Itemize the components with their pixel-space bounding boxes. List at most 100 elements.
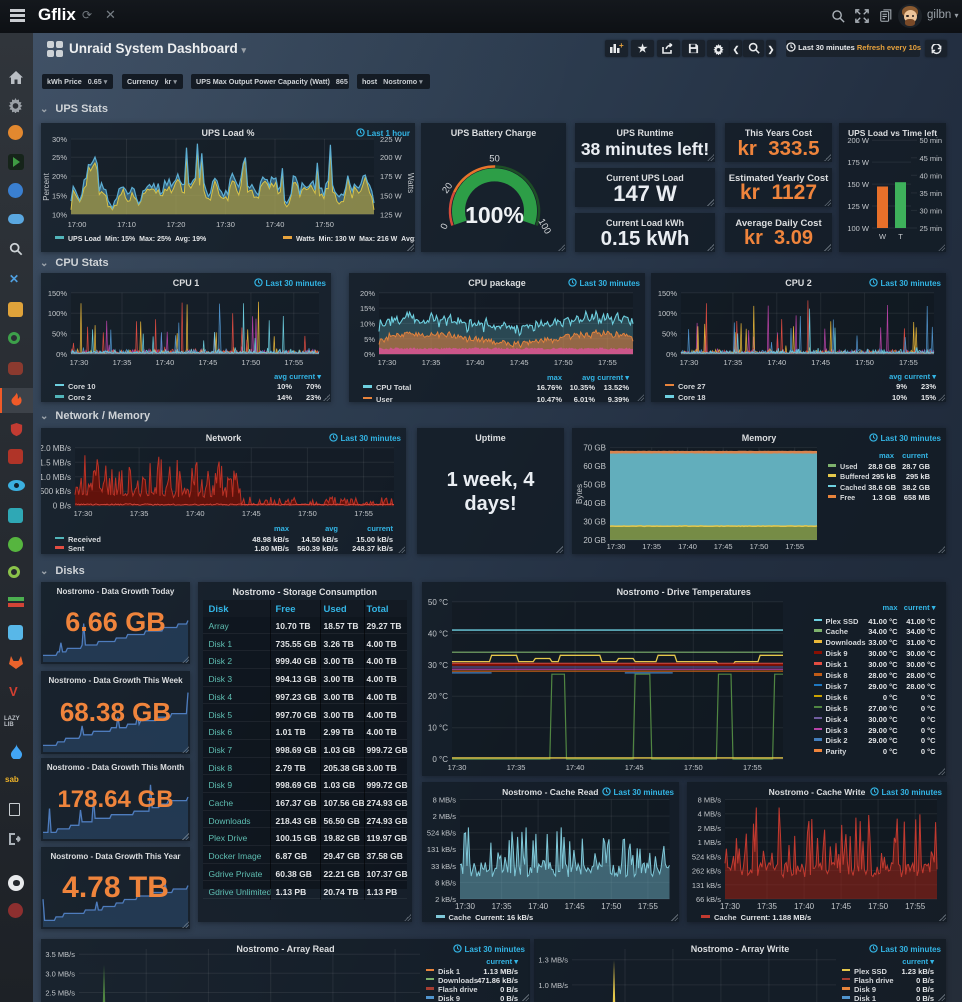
svg-text:3.0 MB/s: 3.0 MB/s	[45, 969, 75, 978]
svg-text:17:30: 17:30	[720, 902, 741, 911]
svg-text:17:40: 17:40	[156, 358, 175, 367]
svg-text:5%: 5%	[364, 335, 375, 344]
svg-text:17:50: 17:50	[242, 358, 261, 367]
svg-text:8 MB/s: 8 MB/s	[432, 796, 456, 805]
svg-text:0%: 0%	[56, 350, 67, 359]
svg-text:17:00: 17:00	[68, 220, 87, 229]
svg-text:10%: 10%	[360, 319, 375, 328]
svg-text:2 kB/s: 2 kB/s	[435, 895, 456, 904]
svg-text:100: 100	[536, 217, 553, 236]
svg-text:W: W	[879, 232, 887, 241]
svg-text:30 °C: 30 °C	[427, 661, 447, 670]
svg-text:70 GB: 70 GB	[583, 444, 606, 453]
svg-text:30 GB: 30 GB	[583, 517, 606, 526]
svg-text:175 W: 175 W	[380, 172, 403, 181]
svg-text:17:55: 17:55	[354, 509, 373, 518]
svg-text:20 GB: 20 GB	[583, 536, 606, 545]
svg-text:2.0 MB/s: 2.0 MB/s	[41, 444, 71, 453]
svg-text:4 MB/s: 4 MB/s	[698, 810, 722, 819]
svg-text:0%: 0%	[666, 350, 677, 359]
svg-text:17:55: 17:55	[598, 358, 617, 367]
svg-text:17:40: 17:40	[678, 542, 697, 551]
svg-text:Watts: Watts	[406, 173, 415, 193]
svg-text:+: +	[619, 42, 624, 50]
svg-text:60 GB: 60 GB	[583, 462, 606, 471]
svg-text:17:50: 17:50	[554, 358, 573, 367]
svg-text:17:50: 17:50	[683, 763, 702, 772]
svg-text:2.5 MB/s: 2.5 MB/s	[45, 989, 75, 998]
svg-text:17:30: 17:30	[607, 542, 626, 551]
svg-text:50%: 50%	[52, 330, 67, 339]
svg-text:17:40: 17:40	[565, 763, 584, 772]
svg-text:0%: 0%	[364, 350, 375, 359]
svg-text:17:30: 17:30	[680, 358, 699, 367]
svg-text:200 W: 200 W	[380, 153, 403, 162]
svg-text:1.0 MB/s: 1.0 MB/s	[538, 981, 568, 990]
svg-text:17:55: 17:55	[899, 358, 918, 367]
svg-text:25 min: 25 min	[919, 224, 942, 233]
svg-text:17:50: 17:50	[315, 220, 334, 229]
svg-text:17:40: 17:40	[794, 902, 815, 911]
svg-text:17:35: 17:35	[491, 902, 512, 911]
svg-text:17:55: 17:55	[743, 763, 762, 772]
svg-text:15%: 15%	[52, 191, 67, 200]
svg-text:17:35: 17:35	[422, 358, 441, 367]
svg-text:50%: 50%	[662, 330, 677, 339]
svg-text:33 kB/s: 33 kB/s	[430, 862, 455, 871]
svg-text:50 °C: 50 °C	[427, 598, 447, 607]
svg-text:50 GB: 50 GB	[583, 481, 606, 490]
svg-text:17:45: 17:45	[510, 358, 529, 367]
svg-text:17:50: 17:50	[855, 358, 874, 367]
svg-text:0: 0	[439, 222, 451, 231]
svg-text:40 GB: 40 GB	[583, 499, 606, 508]
svg-text:17:45: 17:45	[199, 358, 218, 367]
svg-text:524 kB/s: 524 kB/s	[692, 852, 721, 861]
svg-text:40 min: 40 min	[919, 171, 942, 180]
svg-text:17:40: 17:40	[266, 220, 285, 229]
svg-text:17:30: 17:30	[70, 358, 89, 367]
svg-text:200 W: 200 W	[847, 136, 870, 145]
svg-text:262 kB/s: 262 kB/s	[692, 867, 721, 876]
svg-text:17:40: 17:40	[186, 509, 205, 518]
svg-text:500 kB/s: 500 kB/s	[41, 487, 71, 496]
svg-text:30%: 30%	[52, 135, 67, 144]
svg-text:131 kB/s: 131 kB/s	[426, 845, 455, 854]
svg-text:17:40: 17:40	[528, 902, 549, 911]
svg-text:150 W: 150 W	[847, 180, 870, 189]
svg-text:50: 50	[489, 154, 500, 165]
svg-text:150 W: 150 W	[380, 191, 403, 200]
svg-text:17:10: 17:10	[117, 220, 136, 229]
svg-text:40 °C: 40 °C	[427, 629, 447, 638]
svg-text:45 min: 45 min	[919, 154, 942, 163]
svg-text:17:55: 17:55	[785, 542, 804, 551]
svg-text:8 kB/s: 8 kB/s	[435, 878, 456, 887]
svg-text:25%: 25%	[52, 153, 67, 162]
svg-text:17:40: 17:40	[466, 358, 485, 367]
svg-text:17:20: 17:20	[167, 220, 186, 229]
svg-text:Bytes: Bytes	[575, 484, 584, 504]
svg-text:125 W: 125 W	[847, 202, 870, 211]
svg-text:17:55: 17:55	[905, 902, 926, 911]
svg-text:2 MB/s: 2 MB/s	[432, 812, 456, 821]
svg-text:0 °C: 0 °C	[432, 755, 448, 764]
svg-text:100%: 100%	[658, 309, 678, 318]
svg-text:17:55: 17:55	[284, 358, 303, 367]
svg-text:524 kB/s: 524 kB/s	[426, 829, 455, 838]
svg-text:Percent: Percent	[42, 172, 51, 200]
svg-text:20%: 20%	[360, 289, 375, 298]
svg-text:17:35: 17:35	[724, 358, 743, 367]
svg-text:1 MB/s: 1 MB/s	[698, 838, 722, 847]
svg-text:100 W: 100 W	[847, 224, 870, 233]
svg-text:0 B/s: 0 B/s	[53, 502, 71, 511]
svg-text:17:30: 17:30	[454, 902, 475, 911]
svg-text:17:30: 17:30	[447, 763, 466, 772]
svg-text:3.5 MB/s: 3.5 MB/s	[45, 950, 75, 959]
svg-text:2 MB/s: 2 MB/s	[698, 824, 722, 833]
svg-text:125 W: 125 W	[380, 210, 403, 219]
svg-text:1.3 MB/s: 1.3 MB/s	[538, 956, 568, 965]
svg-text:17:35: 17:35	[506, 763, 525, 772]
svg-text:20%: 20%	[52, 172, 67, 181]
svg-text:35 min: 35 min	[919, 189, 942, 198]
svg-text:100%: 100%	[465, 202, 524, 228]
svg-text:225 W: 225 W	[380, 135, 403, 144]
